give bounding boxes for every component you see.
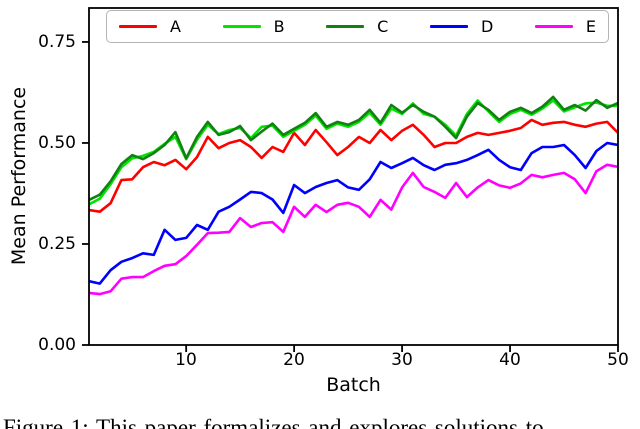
legend-item-e: E	[534, 16, 596, 36]
legend-line-swatch-d	[429, 24, 468, 29]
legend-item-b: B	[222, 16, 285, 36]
y-tick-label-0.75: 0.75	[38, 32, 76, 52]
legend-line-swatch-e	[534, 24, 573, 29]
legend-item-d: D	[429, 16, 494, 36]
legend-label-e: E	[585, 16, 596, 36]
y-tick-label-0.25: 0.25	[38, 234, 76, 254]
series-line-E	[89, 163, 618, 296]
legend-item-c: C	[326, 16, 389, 36]
x-tick-label-50: 50	[607, 350, 629, 370]
legend-item-a: A	[119, 16, 181, 36]
legend-label-c: C	[377, 16, 389, 36]
series-line-C	[89, 95, 618, 202]
y-tick-label-0.50: 0.50	[38, 133, 76, 153]
legend-line-swatch-b	[222, 24, 261, 29]
legend-label-b: B	[273, 16, 285, 36]
legend-line-swatch-a	[119, 24, 157, 29]
x-tick-label-30: 30	[391, 350, 413, 370]
x-tick-label-10: 10	[175, 350, 197, 370]
axes-frame	[88, 7, 619, 346]
series-line-B	[89, 99, 618, 206]
legend: A B C D E	[106, 10, 609, 43]
figure-caption: Figure 1: This paper formalizes and expl…	[3, 415, 544, 429]
x-tick-label-40: 40	[499, 350, 521, 370]
x-tick-label-20: 20	[283, 350, 305, 370]
series-line-D	[89, 141, 618, 285]
series-line-A	[89, 118, 618, 213]
y-tick-label-0.00: 0.00	[38, 335, 76, 355]
x-axis-label: Batch	[326, 374, 381, 396]
legend-label-a: A	[170, 16, 181, 36]
legend-label-d: D	[480, 16, 494, 36]
legend-line-swatch-c	[326, 24, 365, 29]
y-axis-label: Mean Performance	[8, 86, 30, 266]
